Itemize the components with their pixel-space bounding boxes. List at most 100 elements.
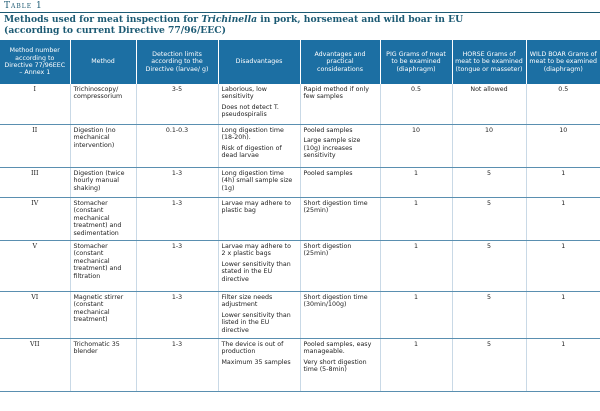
cell-pig: 1 <box>380 197 453 241</box>
header-disadvantages: Disadvantages <box>218 40 301 84</box>
cell-boar: 1 <box>526 291 600 339</box>
table-row: VII Trichomatic 35 blender 1-3 The devic… <box>0 338 600 392</box>
table-row: IV Stomacher (constant mechanical treatm… <box>0 197 600 241</box>
cell-method: Stomacher (constant mechanical treatment… <box>70 240 137 292</box>
cell-boar: 1 <box>526 240 600 292</box>
cell-method: Magnetic stirrer (constant mechanical tr… <box>70 291 137 339</box>
caption-text-pre: Methods used for meat inspection for <box>4 14 202 25</box>
caption-line2: (according to current Directive 77/96/EE… <box>4 25 226 36</box>
cell-number: IV <box>0 197 71 241</box>
cell-boar: 0.5 <box>526 84 600 125</box>
table-label: Table 1 <box>4 1 43 11</box>
cell-detection: 1-3 <box>136 167 219 198</box>
cell-detection: 1-3 <box>136 240 219 292</box>
advantage-text: Pooled samples, easy manageable. <box>303 341 372 356</box>
cell-disadvantages: Long digestion time (18-20h). Risk of di… <box>218 124 301 168</box>
cell-boar: 1 <box>526 167 600 198</box>
disadvantage-text: Laborious, low sensitivity <box>221 86 267 101</box>
cell-pig: 0.5 <box>380 84 453 125</box>
advantage-text: Very short digestion time (5-8min) <box>303 358 367 374</box>
cell-advantages: Pooled samples, easy manageable. Very sh… <box>300 338 381 392</box>
cell-advantages: Short digestion time (30min/100g) <box>300 291 381 339</box>
header-wild-boar: WILD BOAR Grams of meat to be examined (… <box>526 40 600 84</box>
cell-boar: 10 <box>526 124 600 168</box>
cell-horse: 5 <box>452 167 527 198</box>
cell-boar: 1 <box>526 338 600 392</box>
cell-horse: 5 <box>452 240 527 292</box>
cell-detection: 3-5 <box>136 84 219 125</box>
cell-method: Stomacher (constant mechanical treatment… <box>70 197 137 241</box>
disadvantage-text: Filter size needs adjustment <box>221 294 273 309</box>
advantage-text: Large sample size (10g) increases sensit… <box>303 137 361 160</box>
table-row: V Stomacher (constant mechanical treatme… <box>0 240 600 292</box>
cell-horse: 10 <box>452 124 527 168</box>
advantage-text: Short digestion (25min) <box>303 243 352 258</box>
table-row: III Digestion (twice hourly manual shaki… <box>0 167 600 198</box>
cell-advantages: Short digestion time (25min) <box>300 197 381 241</box>
disadvantage-text: Larvae may adhere to 2 x plastic bags <box>221 243 292 258</box>
cell-number: II <box>0 124 71 168</box>
cell-horse: Not allowed <box>452 84 527 125</box>
cell-advantages: Pooled samples Large sample size (10g) i… <box>300 124 381 168</box>
header-pig: PIG Grams of meat to be examined (diaphr… <box>380 40 453 84</box>
cell-horse: 5 <box>452 338 527 392</box>
cell-number: VI <box>0 291 71 339</box>
disadvantage-text: Risk of digestion of dead larvae <box>221 144 282 160</box>
cell-number: I <box>0 84 71 125</box>
caption-text-post: in pork, horsemeat and wild boar in EU <box>257 14 464 25</box>
cell-detection: 0.1-0.3 <box>136 124 219 168</box>
table-caption: Methods used for meat inspection for Tri… <box>4 14 594 36</box>
cell-disadvantages: Long digestion time (4h) small sample si… <box>218 167 301 198</box>
header-detection-limits: Detection limits according to the Direct… <box>136 40 219 84</box>
table-row: VI Magnetic stirrer (constant mechanical… <box>0 291 600 339</box>
advantage-text: Short digestion time (25min) <box>303 200 368 215</box>
cell-method: Digestion (twice hourly manual shaking) <box>70 167 137 198</box>
divider <box>0 12 600 13</box>
cell-method: Trichomatic 35 blender <box>70 338 137 392</box>
header-advantages: Advantages and practical considerations <box>300 40 381 84</box>
cell-disadvantages: Larvae may adhere to plastic bag <box>218 197 301 241</box>
cell-detection: 1-3 <box>136 197 219 241</box>
advantage-text: Rapid method if only few samples <box>303 86 369 101</box>
cell-number: III <box>0 167 71 198</box>
cell-horse: 5 <box>452 197 527 241</box>
disadvantage-text: Does not detect T. pseudospiralis <box>221 103 279 119</box>
cell-pig: 10 <box>380 124 453 168</box>
methods-table: Method number according to Directive 77/… <box>0 40 600 392</box>
disadvantage-text: Maximum 35 samples <box>221 358 291 366</box>
cell-pig: 1 <box>380 338 453 392</box>
disadvantage-text: Larvae may adhere to plastic bag <box>221 200 292 215</box>
disadvantage-text: Long digestion time (18-20h). <box>221 127 284 142</box>
table-row: II Digestion (no mechanical intervention… <box>0 124 600 168</box>
header-method-number: Method number according to Directive 77/… <box>0 40 71 84</box>
cell-pig: 1 <box>380 240 453 292</box>
table-header-row: Method number according to Directive 77/… <box>0 40 600 84</box>
cell-number: VII <box>0 338 71 392</box>
cell-detection: 1-3 <box>136 291 219 339</box>
cell-number: V <box>0 240 71 292</box>
disadvantage-text: The device is out of production <box>221 341 284 356</box>
cell-advantages: Pooled samples <box>300 167 381 198</box>
advantage-text: Pooled samples <box>303 127 353 134</box>
cell-disadvantages: The device is out of production Maximum … <box>218 338 301 392</box>
advantage-text: Pooled samples <box>303 170 353 177</box>
table-row: I Trichinoscopy/ compressorium 3-5 Labor… <box>0 84 600 125</box>
caption-italic: Trichinella <box>201 14 258 25</box>
header-method: Method <box>70 40 137 84</box>
cell-method: Digestion (no mechanical intervention) <box>70 124 137 168</box>
cell-boar: 1 <box>526 197 600 241</box>
cell-horse: 5 <box>452 291 527 339</box>
advantage-text: Short digestion time (30min/100g) <box>303 294 368 309</box>
cell-advantages: Rapid method if only few samples <box>300 84 381 125</box>
cell-disadvantages: Filter size needs adjustment Lower sensi… <box>218 291 301 339</box>
cell-detection: 1-3 <box>136 338 219 392</box>
disadvantage-text: Lower sensitivity than listed in the EU … <box>221 311 291 334</box>
cell-disadvantages: Laborious, low sensitivity Does not dete… <box>218 84 301 125</box>
disadvantage-text: Lower sensitivity than stated in the EU … <box>221 260 291 283</box>
cell-pig: 1 <box>380 291 453 339</box>
cell-disadvantages: Larvae may adhere to 2 x plastic bags Lo… <box>218 240 301 292</box>
disadvantage-text: Long digestion time (4h) small sample si… <box>221 170 293 192</box>
cell-method: Trichinoscopy/ compressorium <box>70 84 137 125</box>
cell-pig: 1 <box>380 167 453 198</box>
